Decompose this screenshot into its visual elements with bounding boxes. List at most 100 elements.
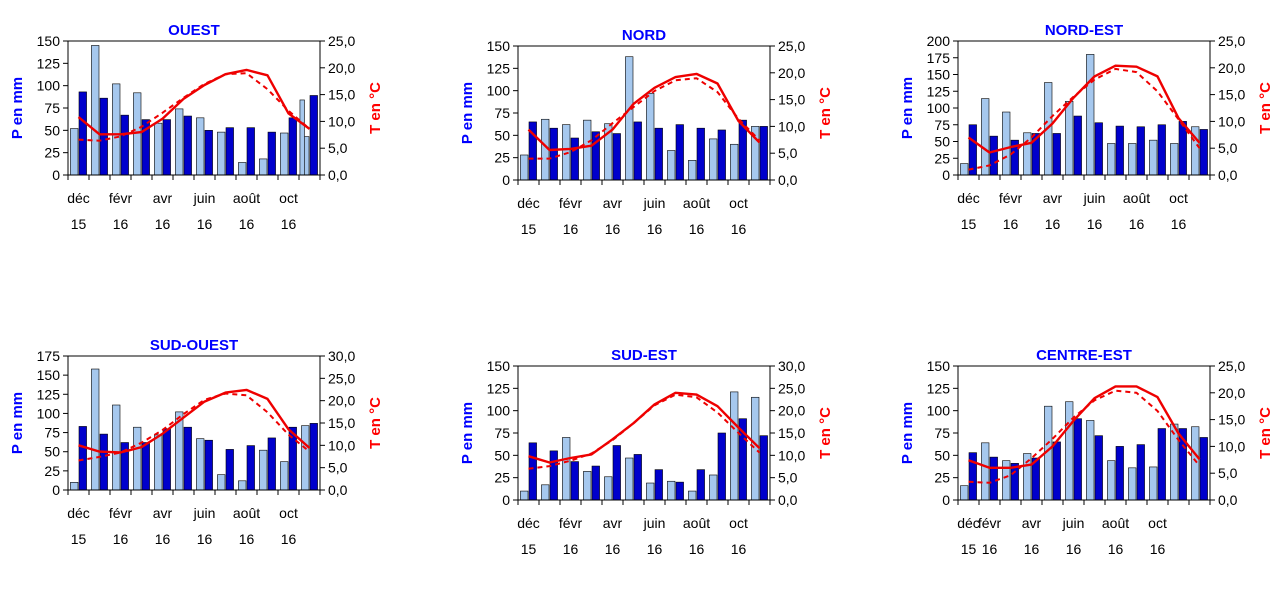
bar-normal-precip [1191, 426, 1200, 501]
bar-2016-precip [78, 91, 87, 176]
bar-2016-precip [654, 127, 663, 181]
climate-chart: SUD-OUEST 0 25 50 75 100 125 150 175 0,0 5,0 10,0 15… [9, 337, 384, 547]
bar-2016-precip [1073, 115, 1082, 176]
bar-normal-precip [688, 490, 697, 501]
y2-tick-label: 0,0 [1218, 492, 1238, 508]
bar-2016-precip [1073, 418, 1082, 501]
bar-normal-precip [541, 484, 550, 501]
y-tick-label: 150 [487, 358, 511, 374]
y-axis-label: P en mm [9, 77, 26, 139]
bar-normal-precip [1086, 420, 1095, 501]
bar-normal-precip [175, 108, 184, 176]
y2-axis-label: T en °C [367, 397, 384, 449]
bar-2016-precip [717, 432, 726, 501]
y2-axis-label: T en °C [367, 82, 384, 134]
bar-normal-precip [730, 391, 739, 501]
y2-tick-label: 15,0 [778, 425, 805, 441]
y2-tick-label: 5,0 [328, 460, 348, 476]
y-tick-label: 125 [37, 55, 61, 71]
y2-axis-label: T en °C [1257, 82, 1274, 134]
bar-normal-precip [154, 122, 163, 176]
y2-tick-label: 15,0 [328, 415, 355, 431]
x-tick-label: 16 [1087, 216, 1103, 232]
bar-normal-precip [1128, 467, 1137, 501]
y-tick-label: 150 [37, 367, 61, 383]
bar-normal-precip [112, 404, 121, 491]
x-tick-label: 16 [647, 221, 663, 237]
x-tick-label: juin [193, 190, 216, 206]
y-tick-label: 50 [934, 447, 950, 463]
y-tick-label: 125 [927, 380, 951, 396]
bar-2016-precip [633, 121, 642, 181]
x-tick-label: 16 [1045, 216, 1061, 232]
x-tick-label: 15 [521, 541, 537, 557]
bar-2016-precip [528, 442, 537, 501]
x-tick-label: 16 [605, 221, 621, 237]
y-tick-label: 100 [927, 403, 951, 419]
bar-2016-precip [1199, 437, 1208, 501]
bar-2016-precip [1094, 122, 1103, 176]
bar-2016-precip [162, 428, 171, 491]
bar-2016-precip [612, 445, 621, 501]
x-tick-label: févr [999, 190, 1023, 206]
x-tick-label: juin [643, 195, 666, 211]
y-tick-label: 100 [37, 78, 61, 94]
temperature-line [967, 64, 1201, 154]
x-tick-label: 16 [1024, 541, 1040, 557]
y2-tick-label: 10,0 [1218, 113, 1245, 129]
climate-chart-panel: SUD-OUEST 0 25 50 75 100 125 150 175 0,0 5,0 10,0 15… [0, 320, 384, 580]
y-tick-label: 0 [502, 492, 510, 508]
bar-2016-precip [309, 423, 318, 491]
x-tick-label: févr [559, 195, 583, 211]
y2-tick-label: 0,0 [778, 172, 798, 188]
y2-tick-label: 5,0 [778, 145, 798, 161]
x-tick-label: 16 [197, 216, 213, 232]
x-tick-label: oct [279, 505, 298, 521]
y2-tick-label: 15,0 [1218, 412, 1245, 428]
y2-tick-label: 30,0 [778, 358, 805, 374]
x-tick-label: avr [603, 195, 623, 211]
y-tick-label: 100 [37, 405, 61, 421]
y2-tick-label: 25,0 [328, 33, 355, 49]
bar-2016-precip [183, 115, 192, 176]
bar-normal-precip [1002, 111, 1011, 176]
bar-2016-precip [759, 126, 768, 181]
bar-normal-precip [1065, 101, 1074, 176]
bar-normal-precip [1149, 466, 1158, 501]
y2-tick-label: 10,0 [328, 113, 355, 129]
temperature-line [528, 391, 761, 464]
bar-normal-precip [1107, 143, 1116, 176]
climate-chart: SUD-EST 0 25 50 75 100 125 150 0,0 5,0 10,0 15,0 20,… [459, 347, 834, 557]
y2-axis-label: T en °C [817, 87, 834, 139]
bar-2016-precip [549, 127, 558, 181]
x-tick-label: avr [153, 190, 173, 206]
bar-2016-precip [267, 437, 276, 491]
x-tick-label: avr [1022, 515, 1042, 531]
x-tick-label: 16 [1129, 216, 1145, 232]
y2-tick-label: 0,0 [778, 492, 798, 508]
bar-2016-precip [246, 445, 255, 491]
bar-normal-precip [259, 158, 268, 176]
bar-2016-precip [1010, 463, 1019, 501]
climate-chart: NORD 0 25 50 75 100 125 150 0,0 5,0 10,0 15,0 20,0 25… [459, 27, 834, 237]
bar-normal-precip [562, 124, 571, 181]
chart-title: CENTRE-EST [1036, 347, 1132, 364]
y-tick-label: 200 [927, 33, 951, 49]
bar-normal-precip [625, 457, 634, 501]
y-axis-label: P en mm [899, 77, 916, 139]
x-tick-label: août [233, 505, 260, 521]
y2-tick-label: 25,0 [778, 38, 805, 54]
y-tick-label: 100 [487, 83, 511, 99]
bar-normal-precip [520, 490, 529, 501]
bar-2016-precip [570, 461, 579, 501]
x-tick-label: 16 [1150, 541, 1166, 557]
y-tick-label: 150 [487, 38, 511, 54]
x-tick-label: oct [1169, 190, 1188, 206]
x-tick-label: févr [109, 505, 133, 521]
bar-normal-precip [562, 437, 571, 501]
bar-normal-precip [238, 480, 247, 491]
y-tick-label: 75 [934, 425, 950, 441]
y-axis-label: P en mm [459, 82, 476, 144]
x-tick-label: oct [1148, 515, 1167, 531]
bar-2016-precip [1157, 428, 1166, 501]
